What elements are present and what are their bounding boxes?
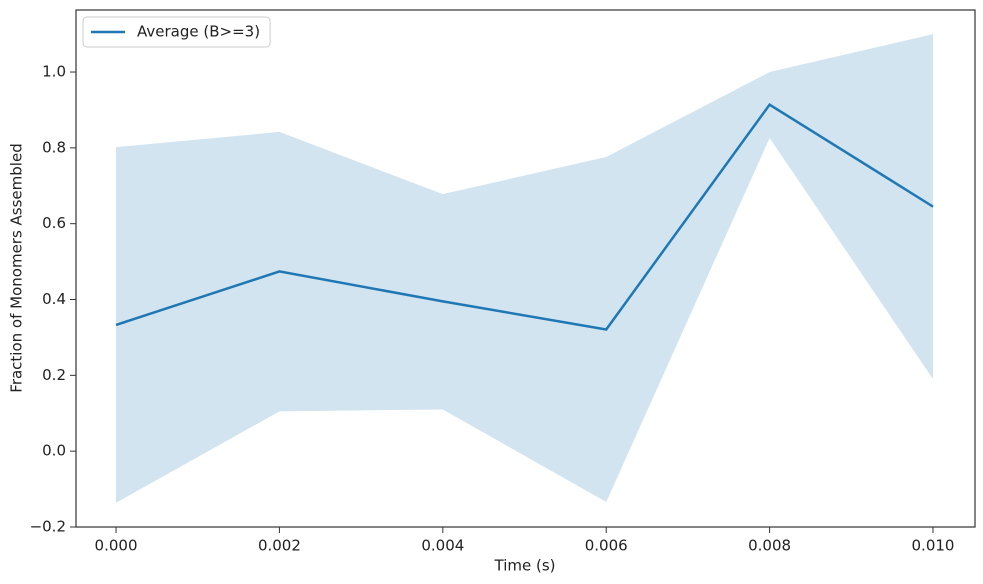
y-tick-label: 0.2 bbox=[42, 366, 66, 384]
data-line bbox=[115, 102, 934, 331]
y-tick-label: 1.0 bbox=[42, 63, 66, 81]
legend-label: Average (B>=3) bbox=[137, 23, 260, 41]
x-axis-label: Time (s) bbox=[494, 557, 556, 575]
y-tick-label: 0.8 bbox=[42, 138, 66, 156]
y-axis-label: Fraction of Monomers Assembled bbox=[8, 143, 26, 392]
confidence-band bbox=[116, 34, 934, 503]
x-tick-label: 0.000 bbox=[95, 537, 138, 555]
x-tick-label: 0.010 bbox=[912, 537, 955, 555]
x-tick-label: 0.008 bbox=[748, 537, 791, 555]
y-tick-label: 0.4 bbox=[42, 290, 66, 308]
plot-frame bbox=[75, 9, 976, 528]
x-tick-label: 0.002 bbox=[258, 537, 301, 555]
legend-box bbox=[82, 16, 271, 48]
y-tick-label: −0.2 bbox=[30, 518, 66, 536]
x-tick-label: 0.006 bbox=[585, 537, 628, 555]
x-tick-label: 0.004 bbox=[421, 537, 464, 555]
y-tick-label: 0.0 bbox=[42, 442, 66, 460]
y-tick-label: 0.6 bbox=[42, 214, 66, 232]
